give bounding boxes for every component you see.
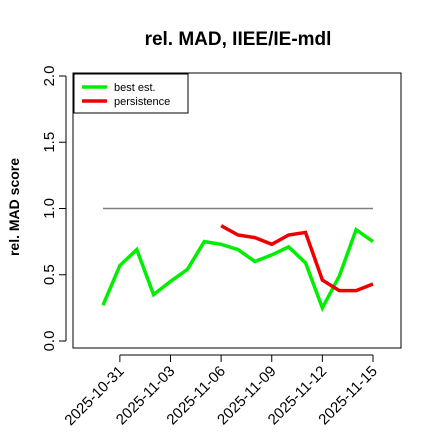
x-axis: 2025-10-312025-11-032025-11-062025-11-09…	[61, 354, 381, 429]
series-line-best-est	[101, 226, 375, 313]
y-tick-label: 1.0	[41, 198, 58, 219]
legend-box	[73, 73, 189, 114]
y-tick-label: 1.5	[41, 132, 58, 153]
series-line-persistence	[220, 224, 374, 293]
plot-frame	[72, 72, 402, 349]
y-tick-label: 0.5	[41, 264, 58, 285]
plot-area	[101, 207, 375, 313]
y-tick-label: 2.0	[41, 66, 58, 87]
y-axis: 0.0 0.5 1.0 1.5 2.0	[41, 66, 67, 352]
legend-label: best est.	[114, 82, 156, 94]
legend-label: persistence	[114, 96, 170, 108]
legend: best est. persistence	[73, 73, 189, 114]
chart-title: rel. MAD, IIEE/IE-mdl	[145, 29, 332, 50]
y-axis-label: rel. MAD score	[6, 158, 22, 256]
y-tick-label: 0.0	[41, 331, 58, 352]
